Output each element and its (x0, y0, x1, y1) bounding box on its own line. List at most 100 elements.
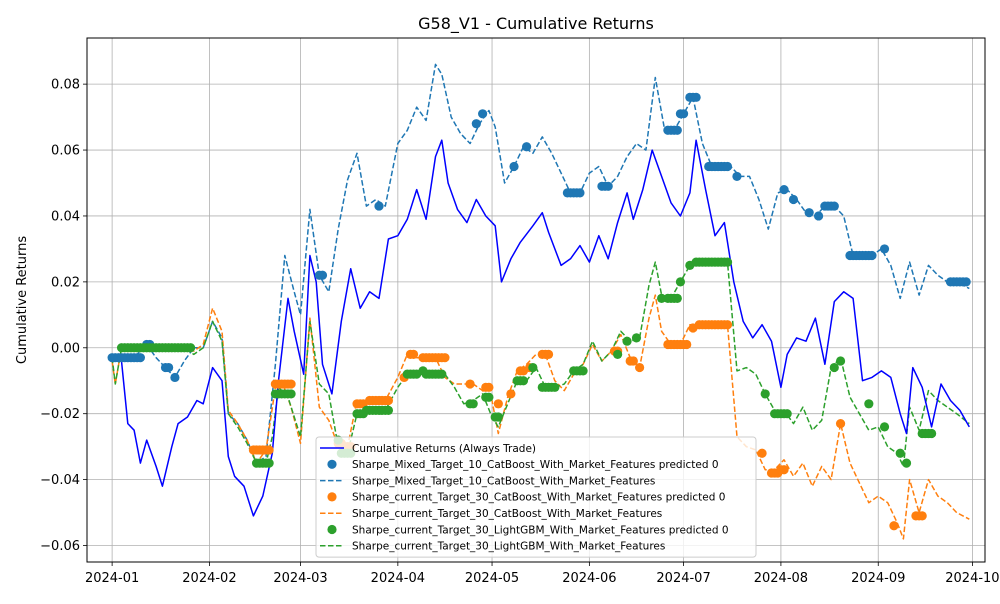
data-point (550, 382, 560, 392)
data-point (286, 379, 296, 389)
data-point (788, 194, 799, 205)
data-point (813, 211, 824, 221)
y-tick-label: −0.04 (40, 473, 80, 488)
data-point (675, 277, 686, 287)
data-point (757, 448, 767, 458)
data-point (164, 362, 174, 373)
data-point (383, 395, 394, 406)
data-point (635, 362, 645, 373)
legend-label: Sharpe_Mixed_Target_10_CatBoost_With_Mar… (352, 459, 719, 471)
data-point (509, 161, 519, 172)
data-point (471, 119, 481, 129)
data-point (264, 445, 274, 455)
data-point (835, 418, 846, 429)
data-point (465, 379, 475, 389)
data-point (779, 184, 789, 195)
data-point (927, 428, 937, 439)
legend-label: Sharpe_current_Target_30_LightGBM_With_M… (352, 524, 729, 536)
y-tick-label: 0.04 (51, 209, 80, 224)
series-markers (107, 92, 971, 383)
data-point (578, 366, 588, 376)
chart-legend: Cumulative Returns (Always Trade) Sharpe_… (315, 436, 757, 558)
x-tick-label: 2024-01 (85, 571, 139, 586)
legend-box (315, 436, 757, 558)
x-tick-label: 2024-03 (273, 571, 327, 586)
x-tick-label: 2024-05 (465, 571, 519, 586)
data-point (186, 343, 196, 353)
legend-marker (327, 524, 337, 535)
data-point (478, 109, 488, 119)
series-line (111, 139, 970, 517)
data-point (879, 244, 890, 254)
data-point (760, 389, 770, 399)
data-point (484, 392, 494, 402)
data-point (493, 399, 503, 409)
data-point (383, 405, 394, 416)
data-point (528, 362, 538, 373)
data-point (575, 188, 585, 198)
data-point (879, 422, 890, 432)
data-point (829, 362, 839, 373)
data-point (135, 353, 145, 363)
data-point (484, 382, 494, 392)
data-point (804, 208, 814, 218)
legend-label: Sharpe_current_Target_30_CatBoost_With_M… (352, 492, 725, 504)
data-point (895, 448, 905, 458)
x-tick-label: 2024-04 (371, 571, 425, 586)
data-point (440, 353, 450, 363)
series-layer (107, 63, 971, 540)
x-tick-label: 2024-06 (562, 571, 616, 586)
data-point (374, 201, 384, 211)
data-point (722, 320, 733, 330)
y-tick-label: 0.02 (51, 275, 80, 290)
data-point (917, 511, 927, 521)
data-point (889, 521, 899, 531)
data-point (493, 412, 503, 422)
data-point (672, 125, 682, 135)
data-point (286, 389, 296, 399)
data-point (864, 399, 874, 409)
data-point (961, 277, 971, 287)
data-point (682, 339, 692, 350)
data-point (170, 372, 180, 383)
data-point (867, 250, 877, 261)
y-tick-label: 0.08 (51, 78, 80, 93)
data-point (732, 171, 742, 182)
legend-label: Sharpe_current_Target_30_CatBoost_With_M… (352, 508, 662, 520)
data-point (506, 389, 516, 399)
data-point (603, 181, 613, 191)
y-axis-label: Cumulative Returns (15, 236, 30, 364)
data-point (518, 376, 529, 386)
data-point (691, 92, 701, 102)
data-point (317, 270, 328, 280)
data-point (678, 109, 689, 119)
x-tick-label: 2024-10 (945, 571, 999, 586)
series-markers (248, 320, 927, 531)
plot-frame (86, 37, 986, 563)
data-point (829, 201, 839, 211)
data-point (437, 369, 447, 379)
data-point (782, 409, 792, 419)
data-point (613, 349, 623, 359)
x-tick-label: 2024-02 (182, 571, 236, 586)
x-tick-label: 2024-07 (656, 571, 710, 586)
data-point (521, 142, 532, 152)
legend-label: Cumulative Returns (Always Trade) (352, 443, 536, 455)
data-point (631, 333, 642, 343)
y-tick-label: 0.06 (51, 144, 80, 159)
data-point (468, 399, 478, 409)
data-point (264, 458, 274, 468)
data-point (408, 349, 419, 359)
data-point (722, 161, 733, 172)
legend-label: Sharpe_Mixed_Target_10_CatBoost_With_Mar… (352, 475, 655, 487)
y-tick-label: −0.06 (40, 539, 80, 554)
legend-marker (327, 459, 337, 469)
data-point (835, 356, 846, 366)
chart-title: G58_V1 - Cumulative Returns (418, 14, 654, 34)
axis-ticks: −0.06 −0.04 −0.02 0.00 0.02 0.04 0.06 0.08 2024-… (40, 78, 999, 586)
x-tick-label: 2024-08 (754, 571, 808, 586)
legend-label: Sharpe_current_Target_30_LightGBM_With_M… (352, 541, 665, 553)
y-tick-label: 0.00 (51, 341, 80, 356)
